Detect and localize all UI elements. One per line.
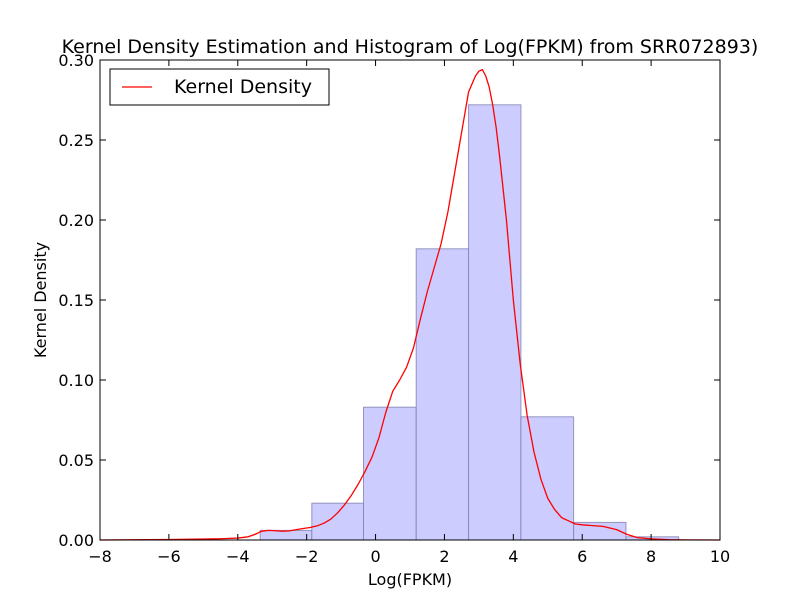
x-tick-label: −8 [88,547,112,566]
x-tick-label: 6 [577,547,587,566]
histogram-bar-4 [468,104,522,541]
y-axis-ticks: 0.00 0.05 0.10 0.15 0.20 0.25 0.30 [58,51,720,550]
histogram-bar-5 [520,416,575,541]
x-axis-label: Log(FPKM) [368,570,452,589]
y-tick-label: 0.00 [58,531,94,550]
y-tick-label: 0.15 [58,291,94,310]
legend-label: Kernel Density [174,76,312,98]
x-tick-label: 4 [508,547,518,566]
x-axis-ticks: −8 −6 −4 −2 0 2 4 6 8 10 [88,60,730,566]
histogram-bars [259,104,680,541]
histogram-bar-0 [259,529,313,541]
kde-curve-0 [99,68,721,541]
y-tick-label: 0.25 [58,131,94,150]
x-tick-label: 2 [439,547,449,566]
x-tick-label: 8 [646,547,656,566]
x-tick-label: −4 [226,547,250,566]
y-tick-label: 0.10 [58,371,94,390]
kde-curve-layer [99,68,721,541]
chart-title: Kernel Density Estimation and Histogram … [62,36,759,58]
x-tick-label: −6 [157,547,181,566]
y-axis-label: Kernel Density [31,242,50,358]
y-tick-label: 0.05 [58,451,94,470]
histogram-bar-3 [415,248,470,541]
x-tick-label: 10 [710,547,730,566]
y-tick-label: 0.30 [58,51,94,70]
histogram-bar-2 [363,406,417,541]
y-tick-label: 0.20 [58,211,94,230]
x-tick-label: −2 [295,547,319,566]
histogram-bar-1 [311,502,365,541]
legend: Kernel Density [109,68,330,106]
x-tick-label: 0 [370,547,380,566]
